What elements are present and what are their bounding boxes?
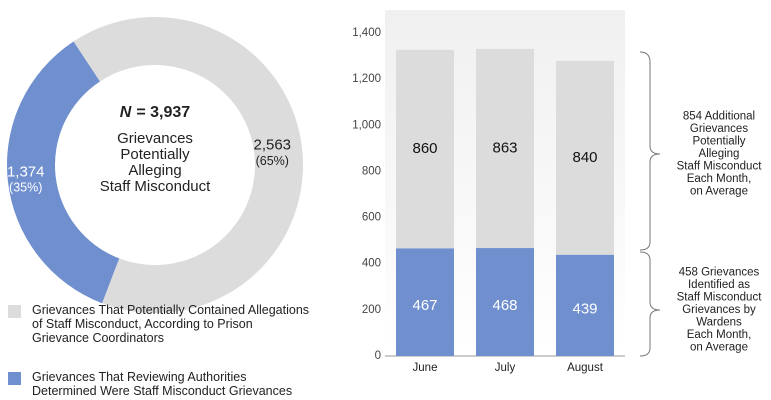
annotation: 854 Additional <box>683 111 755 123</box>
bar-segment <box>476 248 534 356</box>
legend-label: Grievances That Reviewing Authorities De… <box>32 370 293 398</box>
bar-segment <box>476 48 534 249</box>
value-label: 2,563 <box>253 137 291 154</box>
y-tick-label: 600 <box>362 212 381 224</box>
brace <box>639 251 661 357</box>
x-tick-label: June <box>413 362 438 374</box>
bar-segment <box>396 248 454 356</box>
bar-segment <box>556 60 614 255</box>
y-tick-label: 200 <box>362 304 381 316</box>
legend-swatch <box>8 372 21 385</box>
donut-segment <box>73 17 303 313</box>
annotation: Alleging <box>699 148 740 160</box>
donut-segment <box>6 41 120 304</box>
n-symbol: N <box>120 104 132 121</box>
y-tick-label: 0 <box>375 350 381 362</box>
center-label: Grievances <box>117 130 193 147</box>
y-tick-label: 1,000 <box>352 119 381 131</box>
value-label: 439 <box>572 300 597 317</box>
value-label: 467 <box>412 297 437 314</box>
value-label: 840 <box>572 149 597 166</box>
value-label: 863 <box>492 139 517 156</box>
annotation: on Average <box>690 342 748 354</box>
x-tick-label: August <box>567 362 604 374</box>
percent-label: (35%) <box>9 181 42 195</box>
legend-swatch <box>8 305 21 318</box>
annotation: 458 Grievances <box>679 267 760 279</box>
annotation: Identified as <box>688 279 750 291</box>
center-label: Potentially <box>120 146 190 163</box>
y-tick-label: 1,200 <box>352 73 381 85</box>
value-label: 1,374 <box>7 163 45 180</box>
annotation: Grievances <box>690 123 748 135</box>
x-tick-label: July <box>495 362 516 374</box>
value-label: 860 <box>412 140 437 157</box>
legend-label: Grievances That Potentially Contained Al… <box>32 303 310 345</box>
annotation: on Average <box>690 186 748 198</box>
center-label: Staff Misconduct <box>100 178 211 195</box>
annotation: Staff Misconduct <box>677 292 763 304</box>
y-tick-label: 1,400 <box>352 27 381 39</box>
annotation: Staff Misconduct <box>677 161 763 173</box>
value-label: 468 <box>492 297 517 314</box>
annotation: Wardens <box>696 317 742 329</box>
percent-label: (65%) <box>256 154 289 168</box>
annotation: Grievances by <box>682 304 756 316</box>
y-tick-label: 800 <box>362 165 381 177</box>
center-label: Alleging <box>128 162 181 179</box>
brace <box>639 51 661 251</box>
center-title: N = 3,937 <box>120 104 190 121</box>
annotation: Each Month, <box>687 173 752 185</box>
y-tick-label: 400 <box>362 258 381 270</box>
annotation: Potentially <box>692 136 745 148</box>
n-value: = 3,937 <box>136 104 190 121</box>
bar-segment <box>556 254 614 356</box>
annotation: Each Month, <box>687 329 752 341</box>
bar-segment <box>396 49 454 249</box>
